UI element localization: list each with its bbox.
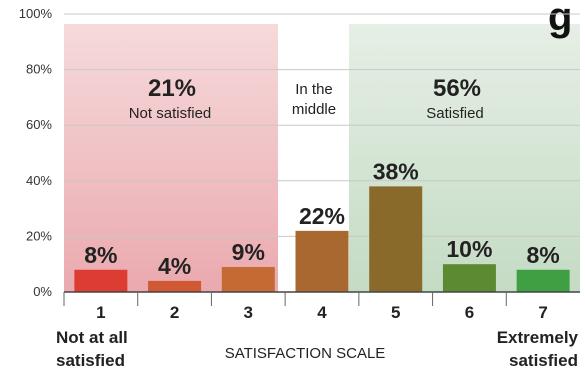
x-tick-label: 4 — [317, 303, 327, 322]
x-tick-label: 3 — [244, 303, 253, 322]
partial-title: g — [548, 0, 572, 39]
x-end-label-left-line2: satisfied — [56, 351, 125, 370]
zone-not-satisfied — [64, 24, 278, 292]
x-axis: 1 2 3 4 5 6 7 — [63, 291, 580, 322]
bar — [148, 280, 202, 292]
x-tick-label: 7 — [538, 303, 547, 322]
bars — [74, 186, 570, 292]
satisfied-percent: 56% — [433, 75, 481, 102]
x-tick-label: 5 — [391, 303, 400, 322]
value-labels: 8% 4% 9% 22% 38% 10% 8% — [84, 158, 560, 279]
middle-label-line1: In the — [295, 81, 333, 98]
y-tick-label: 40% — [26, 173, 52, 188]
x-axis-title: SATISFACTION SCALE — [225, 345, 386, 362]
y-tick-label: 20% — [26, 228, 52, 243]
middle-label-line2: middle — [292, 101, 336, 118]
bar-value-label: 10% — [446, 236, 492, 262]
y-tick-label: 0% — [33, 284, 52, 299]
not-satisfied-percent: 21% — [148, 75, 196, 102]
bar-value-label: 38% — [373, 158, 419, 184]
bar-value-label: 9% — [232, 239, 265, 265]
x-tick-label: 2 — [170, 303, 179, 322]
bar-value-label: 8% — [84, 242, 117, 268]
bar — [74, 269, 128, 292]
x-end-label-left-line1: Not at all — [56, 328, 128, 347]
bar-value-label: 4% — [158, 253, 191, 279]
bar — [295, 230, 349, 292]
x-end-label-right-line2: satisfied — [509, 351, 578, 370]
x-tick-label: 1 — [96, 303, 105, 322]
satisfied-label: Satisfied — [426, 105, 484, 122]
bar — [369, 186, 423, 292]
bar-value-label: 22% — [299, 203, 345, 229]
y-axis-ticks: 0% 20% 40% 60% 80% 100% — [19, 6, 53, 299]
bar — [516, 269, 570, 292]
bar-value-label: 8% — [527, 242, 560, 268]
bar — [442, 264, 496, 292]
bar — [221, 266, 275, 292]
y-tick-label: 80% — [26, 62, 52, 77]
not-satisfied-label: Not satisfied — [129, 105, 212, 122]
x-end-label-right-line1: Extremely — [497, 328, 579, 347]
y-tick-label: 60% — [26, 117, 52, 132]
y-tick-label: 100% — [19, 6, 53, 21]
x-tick-label: 6 — [465, 303, 474, 322]
